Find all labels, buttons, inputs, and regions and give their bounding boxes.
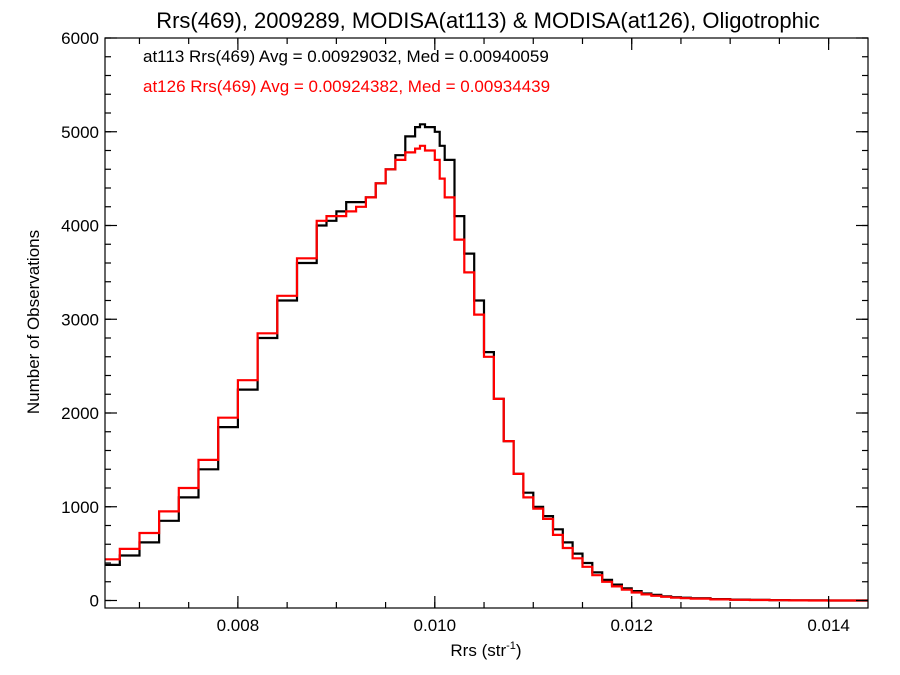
- y-tick-label: 6000: [61, 29, 99, 48]
- y-tick-label: 3000: [61, 310, 99, 329]
- x-tick-label: 0.012: [610, 616, 653, 635]
- series-at126-line: [105, 144, 868, 602]
- annotation-at113: at113 Rrs(469) Avg = 0.00929032, Med = 0…: [143, 47, 549, 66]
- y-axis-label: Number of Observations: [24, 230, 43, 414]
- x-axis-label: Rrs (str-1): [450, 640, 521, 660]
- series-at113-line: [105, 123, 868, 602]
- x-tick-label: 0.014: [807, 616, 850, 635]
- annotation-at126: at126 Rrs(469) Avg = 0.00924382, Med = 0…: [143, 77, 550, 96]
- y-tick-label: 1000: [61, 498, 99, 517]
- y-tick-label: 0: [90, 592, 99, 611]
- y-tick-label: 5000: [61, 123, 99, 142]
- y-tick-label: 4000: [61, 217, 99, 236]
- x-tick-label: 0.010: [414, 616, 457, 635]
- plot-frame: [104, 37, 869, 609]
- chart-title: Rrs(469), 2009289, MODISA(at113) & MODIS…: [156, 8, 820, 33]
- x-tick-label: 0.008: [217, 616, 260, 635]
- y-tick-label: 2000: [61, 404, 99, 423]
